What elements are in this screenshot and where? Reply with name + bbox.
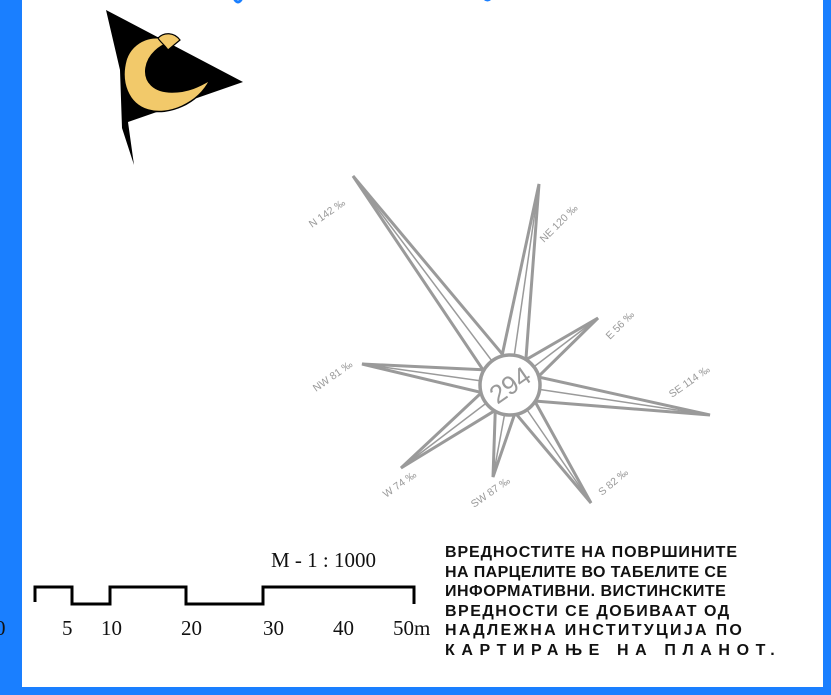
scale-tick-40: 40 — [333, 616, 354, 640]
scale-tick-30: 30 — [263, 616, 284, 640]
notice-line-5: НАДЛЕЖНА ИНСТИТУЦИЈА ПО — [445, 622, 745, 639]
scale-bar — [33, 585, 416, 606]
rose-spike-axis-ne — [509, 183, 540, 386]
scale-tick-20: 20 — [181, 616, 202, 640]
wind-rose-spikes — [351, 175, 711, 504]
rose-spike-axis-se — [509, 384, 711, 416]
wind-rose-center-circle — [478, 353, 542, 417]
rose-label-ne: NE 120 ‰ — [538, 202, 581, 245]
scale-tick-10: 10 — [101, 616, 122, 640]
frame-left-border — [0, 0, 22, 695]
rose-label-w: W 74 ‰ — [381, 469, 419, 501]
rose-label-sw: SW 87 ‰ — [469, 475, 513, 511]
scale-tick-0: 0 — [0, 616, 6, 640]
rose-label-e: E 56 ‰ — [604, 309, 638, 343]
compass-logo-icon — [106, 10, 243, 165]
notice-line-1: ВРЕДНОСТИТЕ НА ПОВРШИНИТЕ — [445, 544, 738, 561]
scale-title: M - 1 : 1000 — [271, 548, 376, 572]
notice-text: ВРЕДНОСТИТЕ НА ПОВРШИНИТЕ НА ПАРЦЕЛИТЕ В… — [445, 543, 820, 660]
notice-line-4: ВРЕДНОСТИ СЕ ДОБИВААТ ОД — [445, 602, 731, 620]
rose-label-s: S 82 ‰ — [596, 466, 631, 498]
scale-tick-5: 5 — [62, 616, 73, 640]
frame-bottom-border — [0, 687, 831, 695]
notice-line-6: КАРТИРАЊЕ НА ПЛАНОТ. — [445, 641, 782, 659]
rose-label-nw: NW 81 ‰ — [311, 358, 356, 394]
top-edge-stroke — [233, 0, 491, 4]
rose-label-n: N 142 ‰ — [307, 197, 348, 231]
frame-right-border — [823, 0, 831, 695]
scale-tick-50m: 50m — [393, 616, 431, 640]
notice-line-3: ИНФОРМАТИВНИ. ВИСТИНСКИТЕ — [445, 583, 727, 600]
notice-line-2: НА ПАРЦЕЛИТЕ ВО ТАБЕЛИТЕ СЕ — [445, 563, 728, 581]
rose-spike-axis-n — [352, 175, 511, 386]
rose-label-se: SE 114 ‰ — [667, 363, 713, 400]
